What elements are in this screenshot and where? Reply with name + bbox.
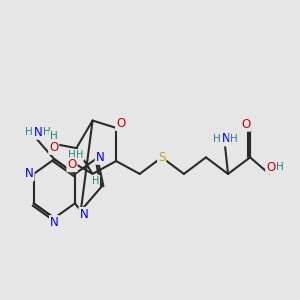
- Text: H: H: [276, 162, 283, 172]
- Text: H: H: [230, 134, 238, 144]
- Text: H: H: [92, 176, 99, 185]
- Text: H: H: [50, 131, 58, 141]
- Text: N: N: [96, 151, 104, 164]
- Text: H: H: [76, 150, 84, 160]
- Text: N: N: [50, 216, 59, 229]
- Text: O: O: [67, 158, 76, 171]
- Text: N: N: [80, 208, 88, 221]
- Text: N: N: [34, 126, 43, 139]
- Text: O: O: [49, 141, 58, 154]
- Text: N: N: [222, 133, 230, 146]
- Text: H: H: [213, 134, 221, 144]
- Text: H: H: [43, 127, 51, 137]
- Text: H: H: [68, 150, 76, 160]
- Text: H: H: [26, 127, 33, 137]
- Text: O: O: [241, 118, 250, 131]
- Text: O: O: [116, 117, 125, 130]
- Text: N: N: [25, 167, 34, 180]
- Text: O: O: [266, 161, 275, 174]
- Text: S: S: [158, 151, 166, 164]
